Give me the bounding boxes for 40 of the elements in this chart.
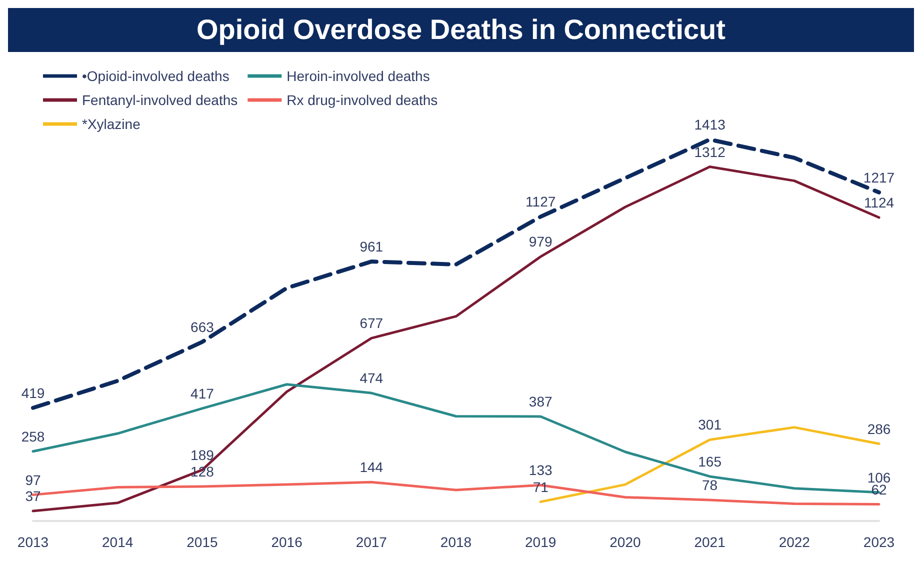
legend-label: Heroin-involved deaths xyxy=(286,68,430,84)
x-tick-label: 2021 xyxy=(694,534,726,550)
data-label: 258 xyxy=(21,428,45,444)
legend-label: Rx drug-involved deaths xyxy=(286,92,438,108)
chart-title: Opioid Overdose Deaths in Connecticut xyxy=(8,8,914,52)
x-tick-label: 2023 xyxy=(863,534,895,550)
x-tick-label: 2014 xyxy=(102,534,134,550)
data-label: 78 xyxy=(702,476,718,493)
data-label: 961 xyxy=(360,238,384,255)
data-label: 1217 xyxy=(863,169,895,186)
data-label: 165 xyxy=(698,453,722,470)
x-tick-label: 2017 xyxy=(356,534,388,550)
data-label: 1312 xyxy=(694,144,726,160)
data-label: 286 xyxy=(867,420,891,437)
legend-label: •Opioid-involved deaths xyxy=(82,68,230,84)
data-label: 979 xyxy=(528,234,552,250)
data-label: 144 xyxy=(360,459,384,476)
data-label: 301 xyxy=(698,416,722,433)
data-label: 1124 xyxy=(864,194,894,211)
data-label: 419 xyxy=(21,384,45,401)
x-tick-label: 2013 xyxy=(17,534,49,550)
data-label: 387 xyxy=(528,394,552,410)
x-tick-label: 2015 xyxy=(186,534,218,550)
legend-label: *Xylazine xyxy=(82,116,141,132)
data-label: 663 xyxy=(190,318,214,335)
data-label: 189 xyxy=(190,446,214,463)
data-label: 474 xyxy=(360,370,384,386)
x-tick-label: 2018 xyxy=(440,534,472,550)
data-label: 1127 xyxy=(526,194,556,210)
data-label: 1413 xyxy=(694,116,726,132)
x-tick-label: 2019 xyxy=(525,534,556,550)
data-label: 417 xyxy=(190,385,214,402)
x-tick-label: 2020 xyxy=(610,534,641,550)
data-label: 37 xyxy=(25,488,41,504)
x-tick-label: 2016 xyxy=(271,534,303,550)
data-label: 133 xyxy=(528,462,552,478)
data-label: 677 xyxy=(360,315,384,332)
legend-label: Fentanyl-involved deaths xyxy=(82,92,238,108)
x-tick-label: 2022 xyxy=(778,534,810,550)
data-label: 97 xyxy=(25,472,41,488)
